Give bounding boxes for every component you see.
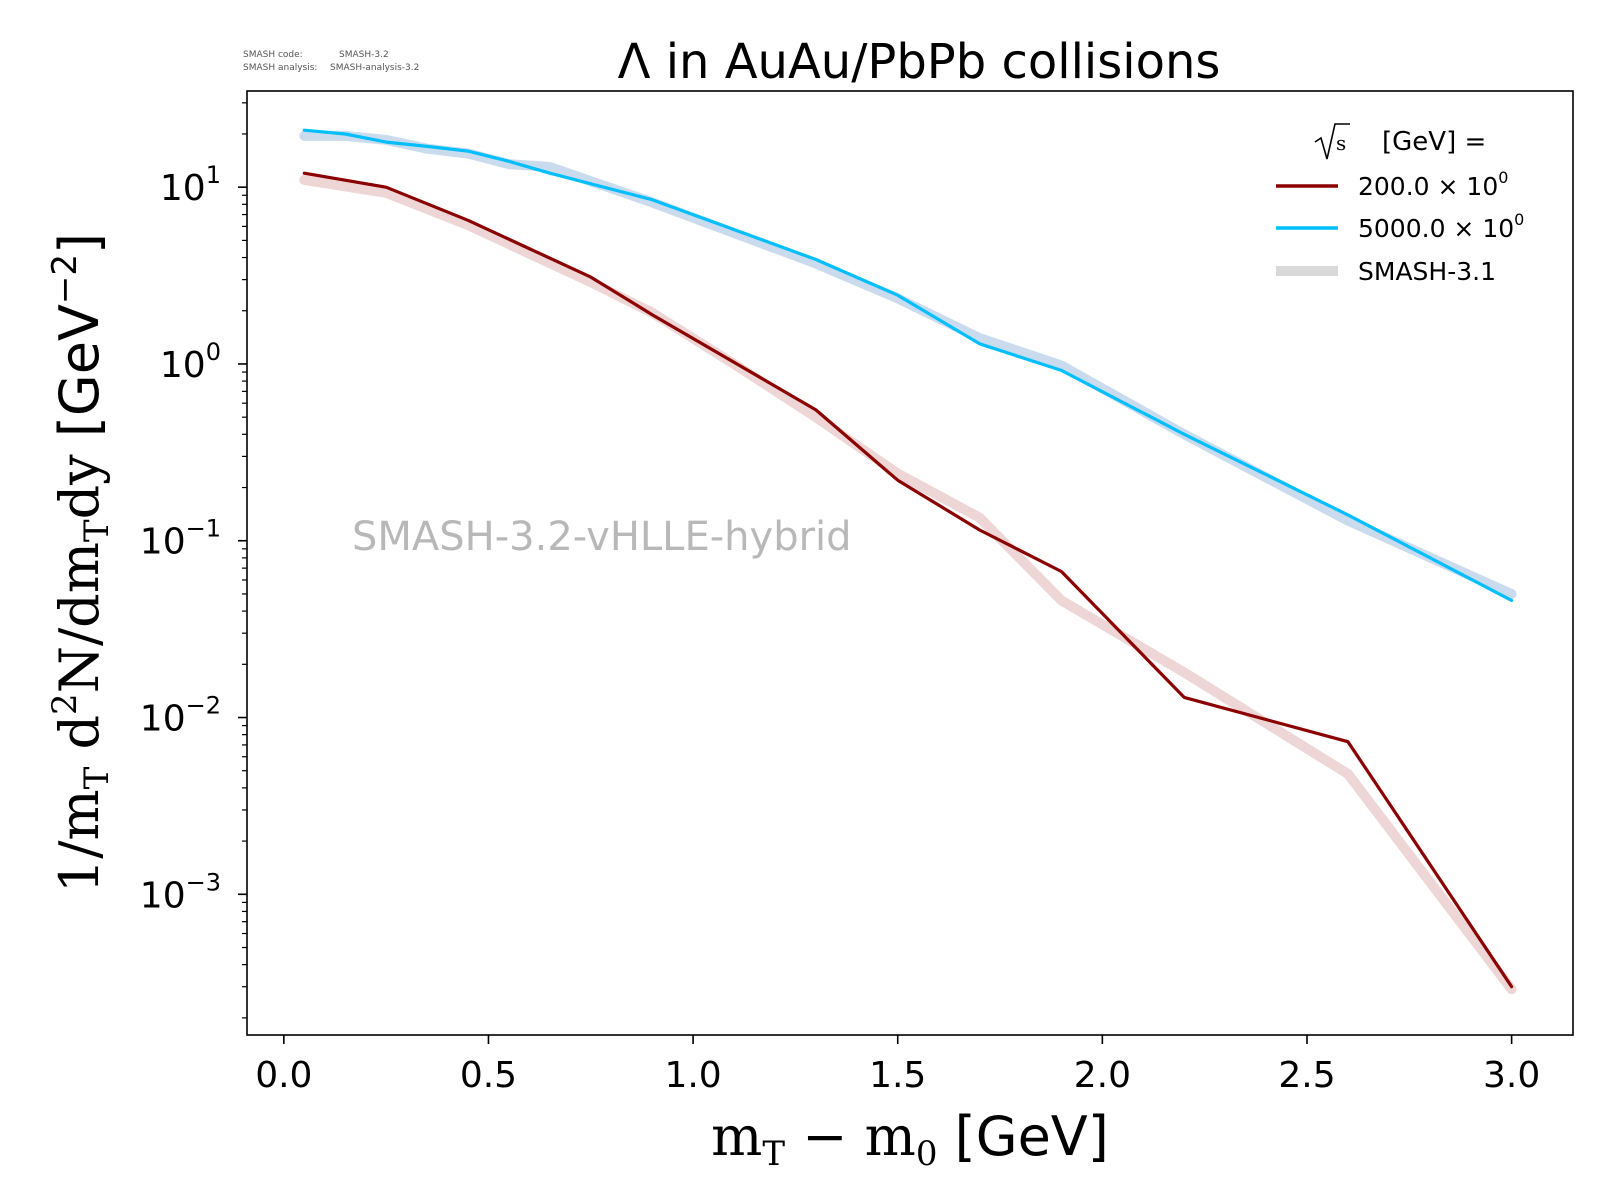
y-tick-label: 100 — [160, 338, 221, 386]
legend-label-200: 200.0 × 100 — [1358, 168, 1508, 201]
series-line-0 — [302, 171, 1514, 989]
x-tick-label: 3.0 — [1483, 1055, 1540, 1096]
svg-text:s: s — [1336, 131, 1346, 155]
y-tick-label: 101 — [160, 161, 221, 209]
analysis-label: SMASH analysis: — [243, 63, 317, 73]
x-tick-label: 1.5 — [869, 1055, 926, 1096]
sqrt-s-symbol: s — [1314, 123, 1350, 160]
y-axis-label: 1/mT d2N/dmTdy [GeV−2] — [45, 233, 117, 893]
legend-label-smash31: SMASH-3.1 — [1358, 257, 1496, 286]
code-label: SMASH code: — [243, 50, 303, 60]
legend: s [GeV] = 200.0 × 100 5000.0 × 100 SMASH… — [1276, 123, 1524, 286]
x-tick-label: 2.5 — [1278, 1055, 1335, 1096]
legend-title: [GeV] = — [1382, 127, 1486, 157]
x-tick-label: 0.5 — [460, 1055, 517, 1096]
y-tick-label: 10−1 — [140, 515, 221, 563]
reference-line-2 — [299, 174, 1517, 995]
x-axis-label: mT − m0 [GeV] — [711, 1105, 1109, 1174]
x-tick-label: 1.0 — [664, 1055, 721, 1096]
legend-label-5000: 5000.0 × 100 — [1358, 210, 1524, 243]
version-info: SMASH code: SMASH-3.2 SMASH analysis: SM… — [243, 50, 419, 73]
y-tick-label: 10−3 — [140, 868, 221, 916]
x-tick-label: 0.0 — [255, 1055, 312, 1096]
y-tick-label: 10−2 — [140, 692, 221, 740]
code-value: SMASH-3.2 — [339, 50, 389, 60]
plot-frame — [246, 90, 1574, 1036]
reference-series-layer — [299, 130, 1517, 995]
watermark: SMASH-3.2-vHLLE-hybrid — [352, 514, 852, 560]
chart-title: Λ in AuAu/PbPb collisions — [618, 34, 1221, 90]
x-tick-label: 2.0 — [1074, 1055, 1131, 1096]
data-series-layer — [302, 128, 1514, 989]
analysis-value: SMASH-analysis-3.2 — [330, 63, 419, 73]
axis-ticks: 0.0 0.5 1.0 1.5 2.0 2.5 3.0 10−3 10−2 10−1 100 101 — [140, 102, 1540, 1096]
